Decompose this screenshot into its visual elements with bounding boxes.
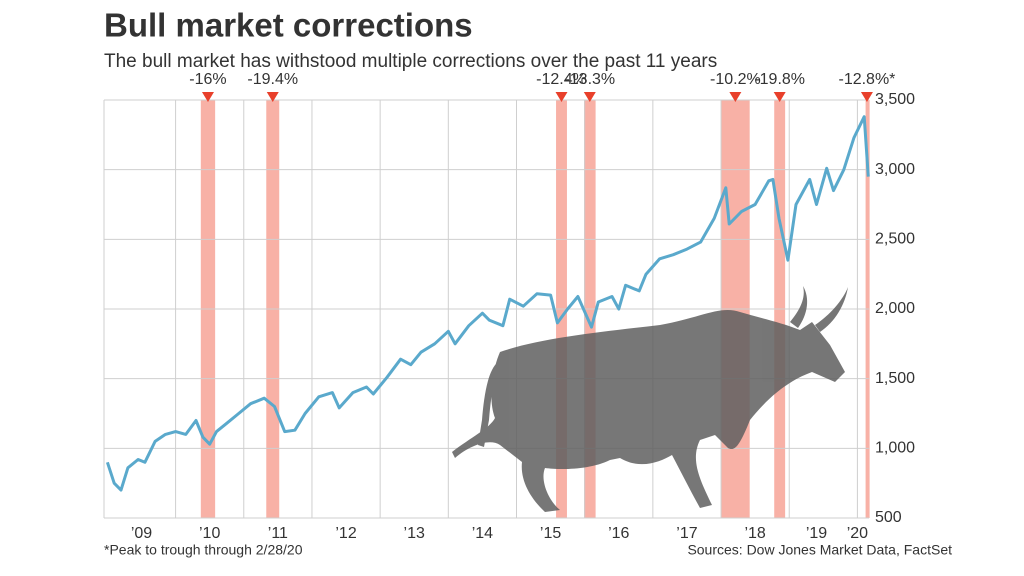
- y-tick-label: 3,500: [875, 91, 915, 108]
- chart-subtitle: The bull market has withstood multiple c…: [104, 51, 717, 72]
- correction-label: -19.8%: [754, 71, 805, 88]
- chart-title: Bull market corrections: [104, 7, 473, 44]
- bull-illustration: [452, 286, 848, 512]
- correction-marker: [860, 92, 873, 102]
- correction-marker: [266, 92, 279, 102]
- bull-horn: [790, 286, 848, 332]
- x-tick-label: ’14: [472, 525, 493, 542]
- x-tick-label: ’20: [847, 525, 868, 542]
- correction-label: -19.4%: [247, 71, 298, 88]
- x-tick-label: ’10: [199, 525, 220, 542]
- bull-body: [452, 309, 845, 512]
- x-tick-label: ’09: [131, 525, 152, 542]
- correction-marker: [729, 92, 742, 102]
- x-tick-label: ’12: [335, 525, 356, 542]
- x-tick-label: ’17: [676, 525, 697, 542]
- y-tick-label: 3,000: [875, 161, 915, 178]
- x-tick-label: ’13: [404, 525, 425, 542]
- correction-marker: [773, 92, 786, 102]
- x-tick-label: ’15: [540, 525, 561, 542]
- correction-label: -16%: [189, 71, 226, 88]
- plot-area: 500 1,000 1,500 2,000 2,500 3,000 3,500 ’09 ’10 ’…: [103, 71, 915, 542]
- x-tick-label: ’19: [806, 525, 827, 542]
- bull-tail: [478, 362, 502, 447]
- correction-label: -10.2%: [710, 71, 761, 88]
- y-tick-label: 1,000: [875, 440, 915, 457]
- y-tick-label: 2,000: [875, 300, 915, 317]
- footnote: *Peak to trough through 2/28/20: [104, 542, 303, 558]
- correction-marker: [583, 92, 596, 102]
- x-tick-label: ’16: [608, 525, 629, 542]
- source: Sources: Dow Jones Market Data, FactSet: [687, 542, 952, 558]
- correction-label: -13.3%: [564, 71, 615, 88]
- x-tick-label: ’18: [744, 525, 765, 542]
- y-tick-label: 500: [875, 509, 902, 526]
- line-series: [105, 115, 870, 492]
- x-tick-label: ’11: [268, 525, 288, 542]
- y-tick-label: 1,500: [875, 370, 915, 387]
- correction-label: -12.8%*: [838, 71, 895, 88]
- y-tick-label: 2,500: [875, 231, 915, 248]
- correction-marker: [201, 92, 214, 102]
- correction-label: -12.4%: [536, 71, 587, 88]
- correction-marker: [555, 92, 568, 102]
